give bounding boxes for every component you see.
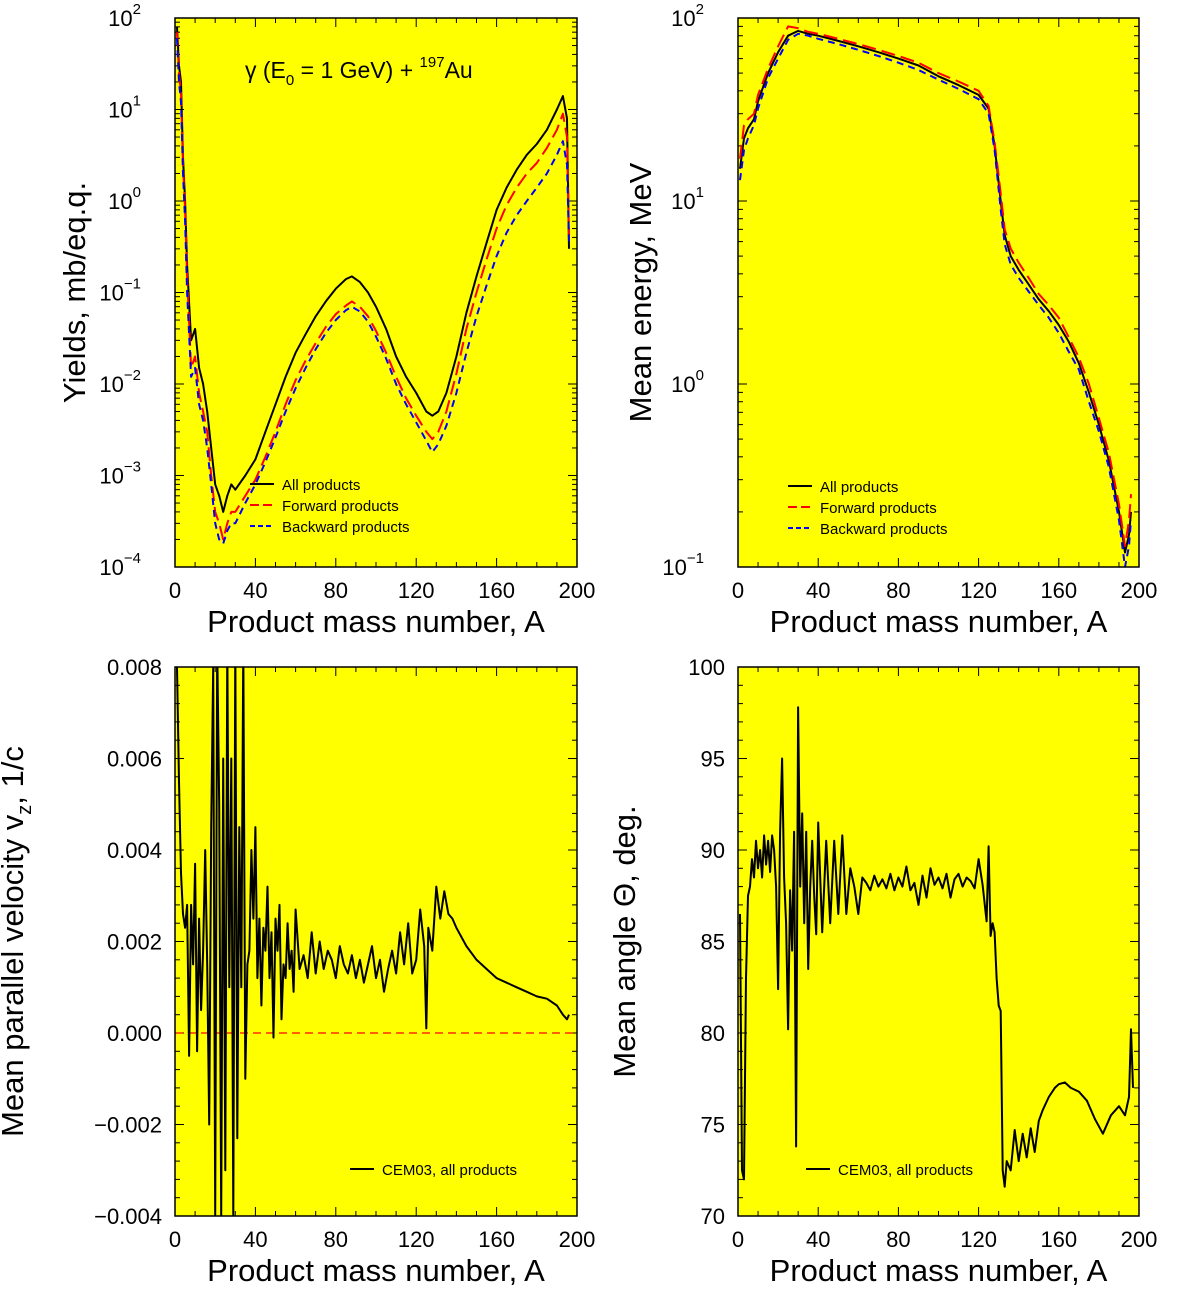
y-tick-label: −0.002 [94,1113,162,1138]
y-tick-label: 0.008 [107,655,162,680]
plot-frame [737,17,1140,568]
x-tick-label: 80 [886,578,910,603]
y-tick-label: 80 [701,1021,725,1046]
series-line-all-products [176,26,570,513]
x-tick-label: 0 [732,578,744,603]
x-tick-label: 160 [1040,1227,1077,1252]
x-axis-label: Product mass number, A [207,1253,545,1288]
x-tick-label: 120 [960,578,997,603]
legend: All products Forward products Backward pro… [250,477,410,536]
mean-energy-panel: 0 40 80 120 160 200 10−1 100 101 102 Product mass … [623,1,1157,639]
mean-angle-panel: 0 40 80 120 160 200 70 75 80 85 90 95 100 Product mas… [607,655,1157,1288]
y-tick-label: 90 [701,838,725,863]
legend-label: CEM03, all products [382,1162,517,1179]
series-line-backward-products [176,38,570,545]
series-group [739,25,1132,567]
reaction-annotation: γ (E0 = 1 GeV) + 197Au [245,54,473,89]
x-tick-label: 40 [243,1227,267,1252]
x-tick-label: 120 [960,1227,997,1252]
y-axis-label: Mean energy, MeV [623,162,658,422]
y-tick-label: 100 [671,367,704,397]
y-tick-label: 10−1 [99,276,141,306]
x-tick-label: 80 [324,1227,348,1252]
series-line-cem03-all-products [739,706,1134,1188]
axis-ticks [737,666,1140,1217]
y-tick-label: 102 [108,1,141,31]
x-tick-label: 40 [243,578,267,603]
x-tick-label: 40 [806,578,830,603]
x-tick-label: 0 [732,1227,744,1252]
y-tick-label: −0.004 [94,1204,162,1229]
legend: All products Forward products Backward pro… [788,479,948,538]
series-line-backward-products [739,32,1132,567]
series-group [739,706,1134,1188]
y-axis-label: Mean angle Θ, deg. [607,805,642,1077]
x-tick-label: 200 [559,578,596,603]
plot-frame [174,17,578,568]
x-tick-label: 160 [478,578,515,603]
x-tick-label: 120 [398,578,435,603]
axis-ticks [174,17,578,568]
yields-panel: 0 40 80 120 160 200 10−4 10−3 10−2 10−1 100 101 102 P… [57,1,595,639]
x-axis-label: Product mass number, A [207,604,545,639]
y-tick-label: 75 [701,1113,725,1138]
x-tick-label: 40 [806,1227,830,1252]
y-tick-label: 0.000 [107,1021,162,1046]
x-tick-label: 200 [559,1227,596,1252]
legend-label: Backward products [820,521,948,538]
legend-label: Backward products [282,519,410,536]
series-group [176,667,570,1216]
y-tick-label: 100 [688,655,725,680]
x-tick-label: 200 [1121,578,1158,603]
y-axis-label: Mean parallel velocity vz, 1/c [0,746,36,1137]
y-tick-label: 101 [671,184,704,214]
series-line-all-products [739,29,1132,554]
x-tick-label: 80 [886,1227,910,1252]
x-tick-label: 200 [1121,1227,1158,1252]
plot-frame [174,666,578,1217]
y-tick-label: 0.006 [107,747,162,772]
legend: CEM03, all products [350,1162,517,1179]
x-tick-label: 0 [169,578,181,603]
x-tick-label: 160 [478,1227,515,1252]
parallel-velocity-panel: 0 40 80 120 160 200 −0.004 −0.002 0.000 0.002 0.00… [0,655,596,1288]
series-line-forward-products [739,25,1132,548]
legend-label: Forward products [282,498,399,515]
x-axis-label: Product mass number, A [770,1253,1108,1288]
plot-frame [737,666,1140,1217]
y-tick-label: 10−4 [99,550,141,580]
x-tick-label: 120 [398,1227,435,1252]
legend-label: CEM03, all products [838,1162,973,1179]
y-tick-label: 0.004 [107,838,162,863]
plot-background [175,18,577,567]
y-tick-label: 0.002 [107,930,162,955]
y-tick-label: 10−3 [99,459,141,489]
y-tick-label: 102 [671,1,704,31]
y-tick-label: 10−1 [662,550,704,580]
x-tick-label: 0 [169,1227,181,1252]
y-tick-label: 70 [701,1204,725,1229]
y-tick-label: 100 [108,184,141,214]
y-tick-label: 95 [701,747,725,772]
legend-label: All products [820,479,898,496]
x-axis-label: Product mass number, A [770,604,1108,639]
plot-background [738,667,1139,1216]
series-line-forward-products [176,32,570,541]
series-group [176,26,570,545]
y-tick-label: 85 [701,930,725,955]
x-tick-label: 80 [324,578,348,603]
series-line-cem03-all-products [176,667,570,1216]
legend-label: All products [282,477,360,494]
legend: CEM03, all products [806,1162,973,1179]
x-tick-label: 160 [1040,578,1077,603]
legend-label: Forward products [820,500,937,517]
plot-background [738,18,1139,567]
y-tick-label: 101 [108,93,141,123]
y-tick-label: 10−2 [99,367,141,397]
y-axis-label: Yields, mb/eq.q. [57,182,92,403]
